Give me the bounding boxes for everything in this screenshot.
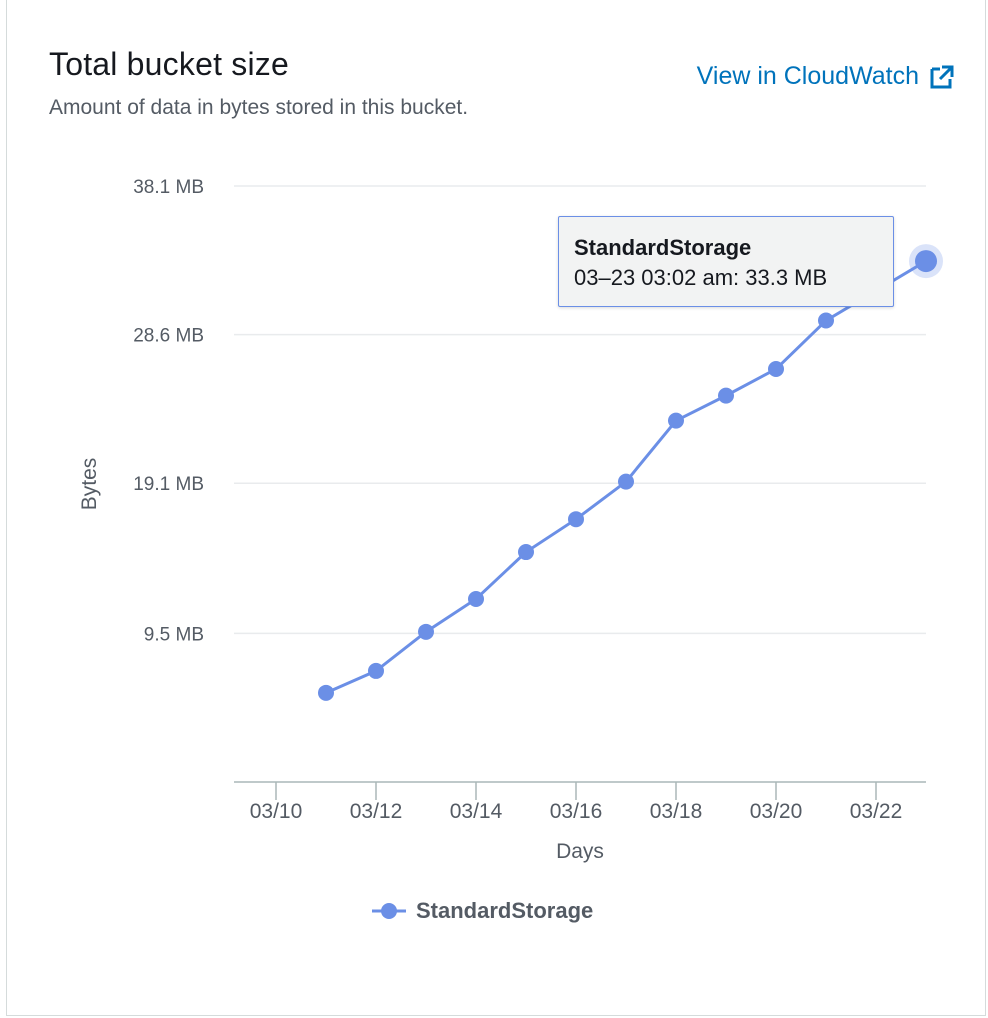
data-point[interactable]	[518, 544, 534, 561]
data-point[interactable]	[468, 590, 484, 607]
y-tick-label: 28.6 MB	[133, 326, 204, 347]
data-point[interactable]	[818, 312, 834, 329]
legend-item-standardstorage[interactable]: StandardStorage	[370, 898, 593, 924]
tooltip-value: 03–23 03:02 am: 33.3 MB	[574, 265, 828, 290]
data-point[interactable]	[418, 623, 434, 640]
legend-marker-icon	[372, 903, 406, 919]
data-point[interactable]	[718, 387, 734, 404]
view-in-cloudwatch-label: View in CloudWatch	[696, 62, 919, 90]
y-tick-label: 9.5 MB	[144, 624, 204, 645]
chart-tooltip: StandardStorage 03–23 03:02 am: 33.3 MB	[558, 216, 894, 307]
y-axis-ticks: 38.1 MB 28.6 MB 19.1 MB 9.5 MB	[133, 177, 204, 645]
external-link-icon	[930, 65, 954, 88]
series-standardstorage	[318, 244, 943, 701]
x-tick-label: 03/16	[550, 800, 603, 823]
x-axis-label: Days	[556, 840, 604, 863]
tooltip-series-name: StandardStorage	[574, 235, 752, 260]
x-tick-label: 03/12	[350, 800, 403, 823]
x-tick-label: 03/10	[250, 800, 303, 823]
legend-label: StandardStorage	[416, 898, 594, 923]
data-point[interactable]	[915, 250, 937, 273]
data-point[interactable]	[568, 511, 584, 528]
series-line	[325, 259, 927, 695]
metric-card: Total bucket size Amount of data in byte…	[6, 0, 986, 1016]
data-point[interactable]	[618, 473, 634, 490]
data-point[interactable]	[318, 684, 334, 701]
card-subtitle: Amount of data in bytes stored in this b…	[49, 96, 469, 119]
y-axis-label: Bytes	[78, 458, 101, 511]
x-tick-label: 03/22	[850, 800, 903, 823]
data-point[interactable]	[768, 361, 784, 378]
x-tick-label: 03/18	[650, 800, 703, 823]
x-axis: 03/10 03/12 03/14 03/16 03/18 03/20 03/22	[234, 781, 926, 823]
x-tick-label: 03/14	[450, 800, 503, 823]
data-point[interactable]	[668, 412, 684, 429]
y-tick-label: 38.1 MB	[133, 177, 204, 198]
x-tick-label: 03/20	[750, 800, 803, 823]
data-point[interactable]	[368, 662, 384, 679]
card-title: Total bucket size	[49, 46, 289, 82]
y-tick-label: 19.1 MB	[133, 474, 204, 495]
view-in-cloudwatch-link[interactable]: View in CloudWatch	[697, 62, 955, 91]
